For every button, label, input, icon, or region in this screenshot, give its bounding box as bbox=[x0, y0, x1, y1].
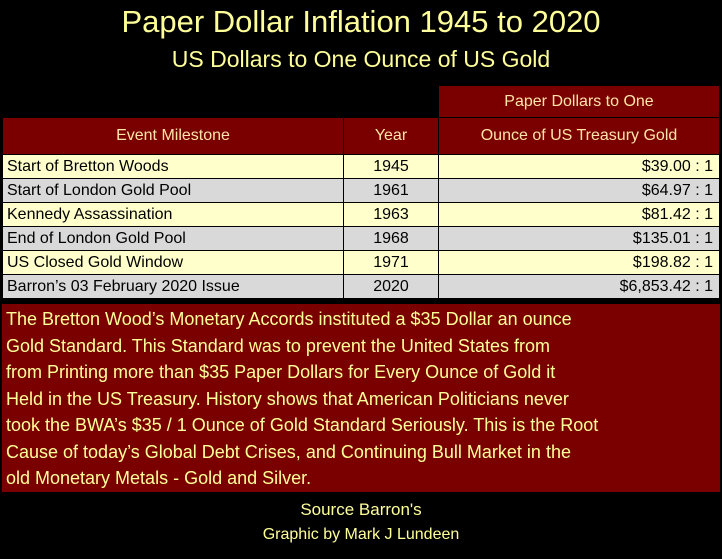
year-cell: 2020 bbox=[343, 274, 439, 299]
ratio-cell: $135.01 : 1 bbox=[438, 226, 720, 251]
table-row: Kennedy Assassination 1963 $81.42 : 1 bbox=[2, 202, 720, 227]
ratio-cell: $64.97 : 1 bbox=[438, 178, 720, 203]
table-row: US Closed Gold Window 1971 $198.82 : 1 bbox=[2, 250, 720, 275]
chart-subtitle: US Dollars to One Ounce of US Gold bbox=[171, 46, 551, 72]
note-line: The Bretton Wood’s Monetary Accords inst… bbox=[6, 309, 572, 329]
note-line: old Monetary Metals - Gold and Silver. bbox=[6, 468, 312, 488]
note-line: took the BWA’s $35 / 1 Ounce of Gold Sta… bbox=[6, 415, 599, 435]
ratio-cell: $39.00 : 1 bbox=[438, 154, 720, 179]
event-cell: Start of London Gold Pool bbox=[2, 178, 344, 203]
inflation-table: Paper Dollars to One Event Milestone Yea… bbox=[2, 86, 720, 299]
year-cell: 1961 bbox=[343, 178, 439, 203]
ratio-header-top: Paper Dollars to One bbox=[438, 86, 720, 118]
header-top-row: Paper Dollars to One bbox=[2, 86, 720, 118]
year-cell: 1963 bbox=[343, 202, 439, 227]
table-row: Barron’s 03 February 2020 Issue 2020 $6,85… bbox=[2, 274, 720, 299]
table-row: Start of Bretton Woods 1945 $39.00 : 1 bbox=[2, 154, 720, 179]
credit-note: Graphic by Mark J Lundeen bbox=[262, 526, 460, 543]
year-cell: 1968 bbox=[343, 226, 439, 251]
ratio-cell: $6,853.42 : 1 bbox=[438, 274, 720, 299]
event-cell: End of London Gold Pool bbox=[2, 226, 344, 251]
year-column-header: Year bbox=[343, 117, 439, 155]
note-line: Held in the US Treasury. History shows t… bbox=[6, 388, 569, 409]
ratio-cell: $198.82 : 1 bbox=[438, 250, 720, 275]
table-row: Start of London Gold Pool 1961 $64.97 : 1 bbox=[2, 178, 720, 203]
year-cell: 1971 bbox=[343, 250, 439, 275]
ratio-cell: $81.42 : 1 bbox=[438, 202, 720, 227]
commentary-box: The Bretton Wood’s Monetary Accords inst… bbox=[2, 304, 720, 492]
source-note: Source Barron's bbox=[300, 500, 422, 519]
ratio-column-header: Ounce of US Treasury Gold bbox=[438, 117, 720, 155]
table-row: End of London Gold Pool 1968 $135.01 : 1 bbox=[2, 226, 720, 251]
event-column-header: Event Milestone bbox=[2, 117, 344, 155]
note-line: from Printing more than $35 Paper Dollar… bbox=[6, 362, 556, 382]
note-line: Gold Standard. This Standard was to prev… bbox=[6, 335, 550, 356]
note-line: Cause of today’s Global Debt Crises, and… bbox=[6, 441, 571, 462]
event-cell: Barron’s 03 February 2020 Issue bbox=[2, 274, 344, 299]
year-cell: 1945 bbox=[343, 154, 439, 179]
event-cell: Start of Bretton Woods bbox=[2, 154, 344, 179]
table-body: Start of Bretton Woods 1945 $39.00 : 1 Star… bbox=[2, 154, 720, 299]
chart-title: Paper Dollar Inflation 1945 to 2020 bbox=[121, 4, 601, 39]
event-cell: US Closed Gold Window bbox=[2, 250, 344, 275]
header-row: Event Milestone Year Ounce of US Treasur… bbox=[2, 117, 720, 155]
event-cell: Kennedy Assassination bbox=[2, 202, 344, 227]
